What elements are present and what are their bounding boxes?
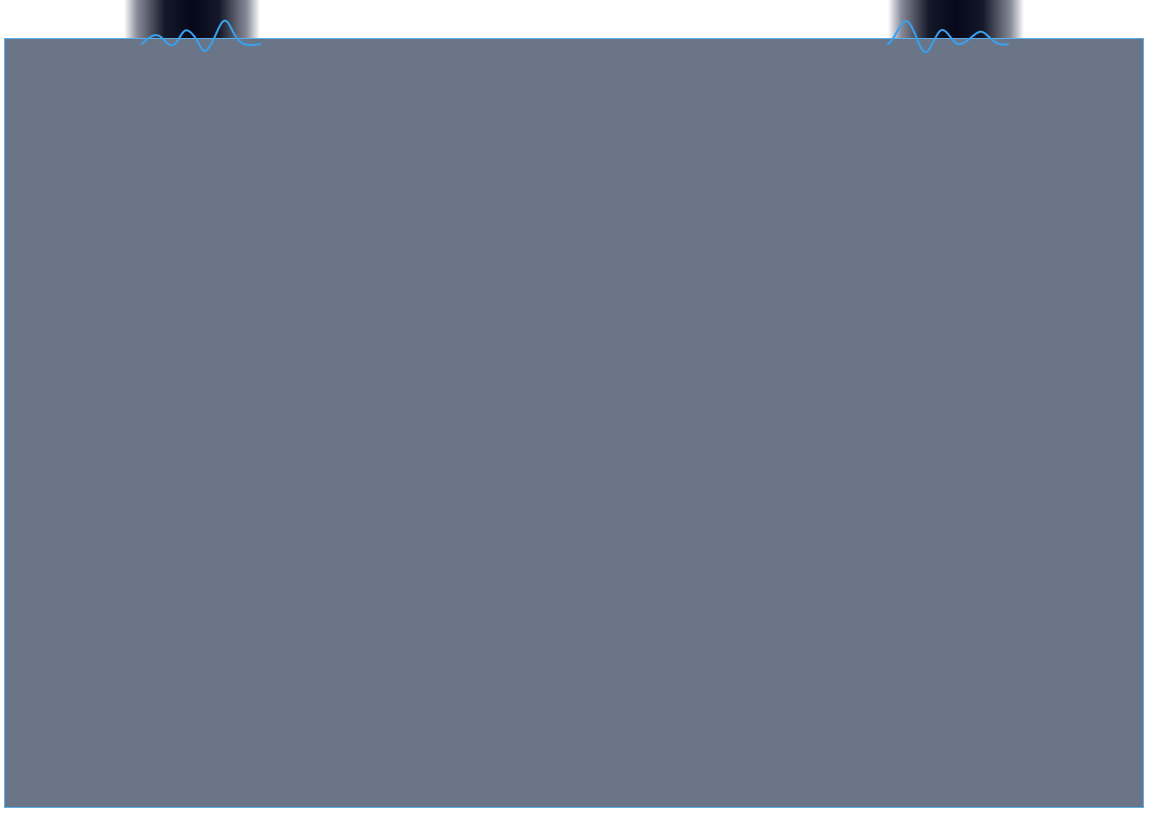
main-panel: [4, 38, 1144, 808]
